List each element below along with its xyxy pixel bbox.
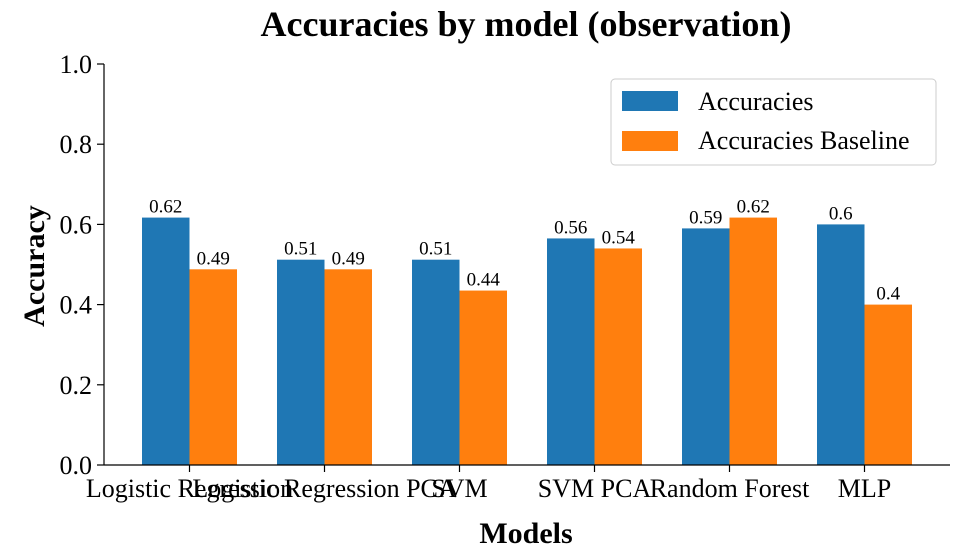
legend-frame — [610, 78, 937, 166]
data-label-accuracies-baseline-logistic-regression-pca: 0.49 — [332, 248, 365, 269]
bar-accuracies-baseline-random-forest — [729, 217, 777, 465]
x-tick-label-svm-pca: SVM PCA — [538, 474, 652, 503]
bar-accuracies-svm — [412, 259, 460, 465]
data-label-accuracies-mlp: 0.6 — [829, 203, 853, 224]
data-label-accuracies-baseline-svm: 0.44 — [467, 270, 501, 291]
bar-accuracies-baseline-mlp — [864, 304, 912, 465]
bar-accuracies-baseline-svm — [459, 290, 507, 465]
x-axis-label: Models — [479, 517, 572, 550]
bar-accuracies-random-forest — [682, 228, 730, 465]
data-label-accuracies-svm-pca: 0.56 — [554, 217, 587, 238]
x-tick-label-random-forest: Random Forest — [650, 474, 810, 503]
y-tick-label-0-2: 0.2 — [60, 371, 93, 400]
bar-accuracies-logistic-regression-pca — [277, 259, 325, 465]
data-label-accuracies-baseline-random-forest: 0.62 — [737, 197, 770, 218]
data-label-accuracies-baseline-mlp: 0.4 — [876, 284, 900, 305]
plot-area: 0.62 0.49 Logistic Regression 0.51 0.49 Logis… — [60, 50, 950, 503]
data-label-accuracies-logistic-regression: 0.62 — [149, 197, 182, 218]
y-tick-label-0-4: 0.4 — [60, 291, 93, 320]
data-label-accuracies-baseline-logistic-regression: 0.49 — [197, 248, 230, 269]
legend: Accuracies Accuracies Baseline — [610, 78, 937, 166]
chart-title: Accuracies by model (observation) — [261, 4, 792, 44]
bar-accuracies-baseline-logistic-regression-pca — [324, 269, 372, 465]
data-label-accuracies-logistic-regression-pca: 0.51 — [284, 239, 317, 260]
legend-swatch-accuracies-baseline — [622, 131, 678, 151]
bar-accuracies-svm-pca — [547, 238, 595, 465]
y-axis-label: Accuracy — [18, 205, 51, 327]
data-label-accuracies-baseline-svm-pca: 0.54 — [602, 227, 636, 248]
bar-accuracies-logistic-regression — [142, 217, 190, 465]
x-tick-label-svm: SVM — [431, 474, 487, 503]
y-tick-label-0-0: 0.0 — [60, 451, 93, 480]
data-label-accuracies-random-forest: 0.59 — [689, 207, 722, 228]
bar-accuracies-mlp — [817, 224, 865, 465]
legend-label-accuracies-baseline: Accuracies Baseline — [698, 126, 910, 155]
data-label-accuracies-svm: 0.51 — [419, 239, 452, 260]
bar-accuracies-baseline-svm-pca — [594, 248, 642, 465]
x-tick-label-logistic-regression-pca: Logistic Regression PCA — [192, 474, 457, 503]
x-tick-label-logistic-regression: Logistic Regression — [86, 474, 293, 503]
legend-label-accuracies: Accuracies — [698, 87, 813, 116]
y-tick-label-0-6: 0.6 — [60, 210, 93, 239]
legend-swatch-accuracies — [622, 91, 678, 111]
x-tick-label-mlp: MLP — [838, 474, 891, 503]
bar-accuracies-baseline-logistic-regression — [189, 269, 237, 465]
y-tick-label-0-8: 0.8 — [60, 130, 93, 159]
y-tick-label-1-0: 1.0 — [60, 50, 93, 79]
